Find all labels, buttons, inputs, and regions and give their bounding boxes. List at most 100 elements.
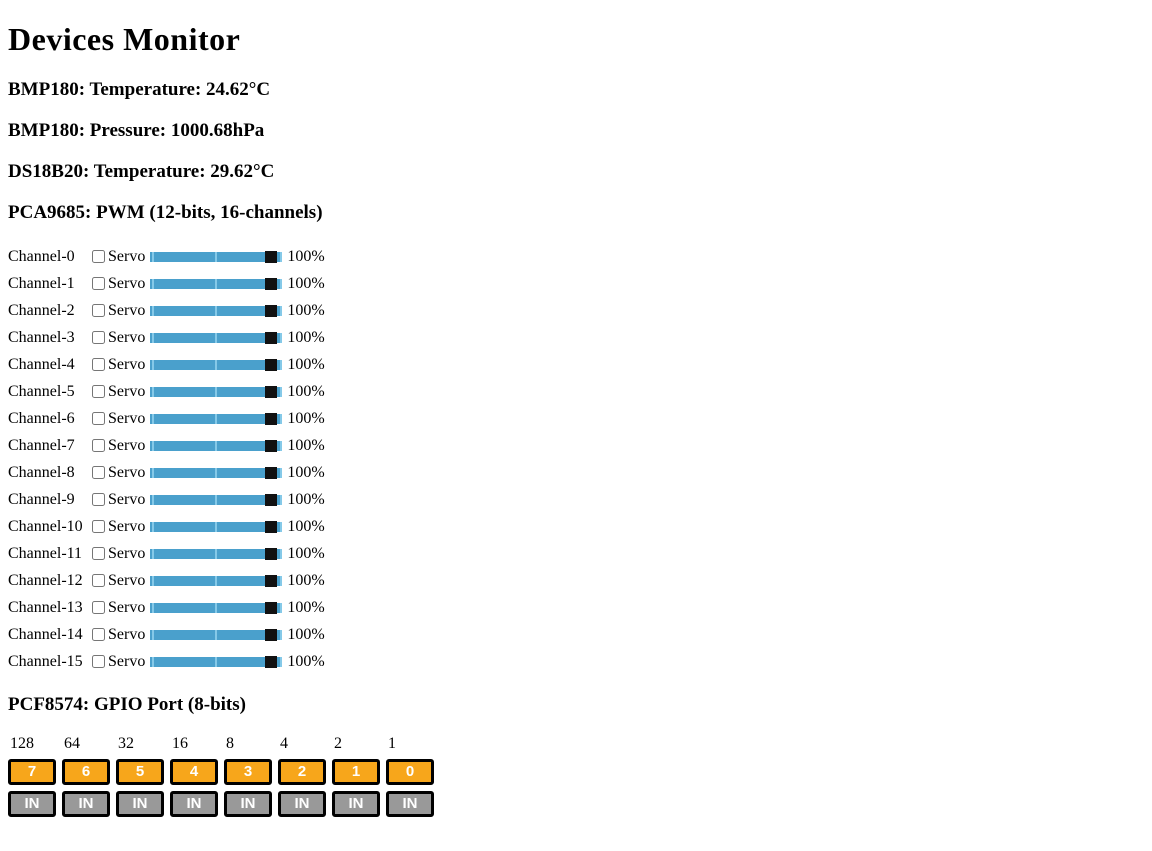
- pwm-slider-12[interactable]: [150, 574, 283, 587]
- gpio-mode-button-0[interactable]: IN: [386, 791, 434, 817]
- slider-tick-start: [152, 629, 155, 640]
- gpio-mode-button-2[interactable]: IN: [278, 791, 326, 817]
- gpio-pin-button-0[interactable]: 0: [386, 759, 434, 785]
- servo-checkbox-9[interactable]: [92, 493, 105, 506]
- pwm-slider-3[interactable]: [150, 331, 283, 344]
- pwm-slider-2[interactable]: [150, 304, 283, 317]
- gpio-mode-button-6[interactable]: IN: [62, 791, 110, 817]
- slider-thumb[interactable]: [265, 547, 278, 560]
- gpio-mode-button-7[interactable]: IN: [8, 791, 56, 817]
- slider-tick-end: [280, 575, 283, 586]
- slider-thumb[interactable]: [265, 385, 278, 398]
- slider-tick-mid: [215, 359, 218, 370]
- slider-tick-end: [280, 548, 283, 559]
- servo-checkbox-13[interactable]: [92, 601, 105, 614]
- bit-weight-2: 2: [334, 735, 342, 752]
- servo-label: Servo: [108, 463, 146, 481]
- slider-thumb[interactable]: [265, 601, 278, 614]
- servo-label: Servo: [108, 301, 146, 319]
- servo-checkbox-12[interactable]: [92, 574, 105, 587]
- gpio-mode-button-3[interactable]: IN: [224, 791, 272, 817]
- slider-thumb[interactable]: [265, 304, 278, 317]
- servo-checkbox-3[interactable]: [92, 331, 105, 344]
- pwm-row-5: Channel-5 Servo 100%: [8, 378, 1144, 405]
- bit-weight-32: 32: [118, 735, 134, 752]
- slider-thumb[interactable]: [265, 466, 278, 479]
- channel-label: Channel-9: [8, 490, 75, 508]
- servo-checkbox-10[interactable]: [92, 520, 105, 533]
- servo-checkbox-6[interactable]: [92, 412, 105, 425]
- servo-checkbox-15[interactable]: [92, 655, 105, 668]
- slider-thumb[interactable]: [265, 277, 278, 290]
- servo-checkbox-4[interactable]: [92, 358, 105, 371]
- servo-label: Servo: [108, 625, 146, 643]
- pwm-slider-9[interactable]: [150, 493, 283, 506]
- pwm-percent: 100%: [287, 544, 325, 562]
- channel-label: Channel-0: [8, 247, 75, 265]
- slider-thumb[interactable]: [265, 331, 278, 344]
- channel-label: Channel-1: [8, 274, 75, 292]
- pwm-slider-10[interactable]: [150, 520, 283, 533]
- pwm-slider-7[interactable]: [150, 439, 283, 452]
- channel-label: Channel-3: [8, 328, 75, 346]
- pwm-slider-8[interactable]: [150, 466, 283, 479]
- channel-label: Channel-5: [8, 382, 75, 400]
- slider-tick-mid: [215, 521, 218, 532]
- slider-tick-mid: [215, 548, 218, 559]
- gpio-pin-button-1[interactable]: 1: [332, 759, 380, 785]
- servo-checkbox-1[interactable]: [92, 277, 105, 290]
- slider-tick-start: [152, 278, 155, 289]
- slider-thumb[interactable]: [265, 358, 278, 371]
- gpio-mode-button-4[interactable]: IN: [170, 791, 218, 817]
- gpio-pin-button-5[interactable]: 5: [116, 759, 164, 785]
- slider-thumb[interactable]: [265, 250, 278, 263]
- channel-label: Channel-7: [8, 436, 75, 454]
- slider-tick-end: [280, 494, 283, 505]
- channel-label: Channel-4: [8, 355, 75, 373]
- pwm-slider-6[interactable]: [150, 412, 283, 425]
- slider-tick-mid: [215, 629, 218, 640]
- pwm-slider-15[interactable]: [150, 655, 283, 668]
- channel-label: Channel-15: [8, 652, 83, 670]
- servo-checkbox-11[interactable]: [92, 547, 105, 560]
- slider-thumb[interactable]: [265, 493, 278, 506]
- gpio-pin-button-6[interactable]: 6: [62, 759, 110, 785]
- servo-checkbox-2[interactable]: [92, 304, 105, 317]
- pwm-row-13: Channel-13 Servo 100%: [8, 594, 1144, 621]
- slider-tick-mid: [215, 494, 218, 505]
- gpio-pin-button-2[interactable]: 2: [278, 759, 326, 785]
- servo-checkbox-8[interactable]: [92, 466, 105, 479]
- slider-thumb[interactable]: [265, 439, 278, 452]
- slider-thumb[interactable]: [265, 574, 278, 587]
- servo-checkbox-5[interactable]: [92, 385, 105, 398]
- slider-thumb[interactable]: [265, 628, 278, 641]
- channel-label: Channel-11: [8, 544, 83, 562]
- gpio-pin-button-3[interactable]: 3: [224, 759, 272, 785]
- gpio-mode-button-5[interactable]: IN: [116, 791, 164, 817]
- slider-tick-end: [280, 629, 283, 640]
- slider-thumb[interactable]: [265, 520, 278, 533]
- slider-thumb[interactable]: [265, 412, 278, 425]
- pwm-slider-5[interactable]: [150, 385, 283, 398]
- pwm-row-9: Channel-9 Servo 100%: [8, 486, 1144, 513]
- pwm-slider-4[interactable]: [150, 358, 283, 371]
- slider-thumb[interactable]: [265, 655, 278, 668]
- servo-label: Servo: [108, 598, 146, 616]
- pwm-slider-13[interactable]: [150, 601, 283, 614]
- servo-checkbox-7[interactable]: [92, 439, 105, 452]
- gpio-mode-button-1[interactable]: IN: [332, 791, 380, 817]
- servo-label: Servo: [108, 517, 146, 535]
- pwm-slider-11[interactable]: [150, 547, 283, 560]
- servo-checkbox-14[interactable]: [92, 628, 105, 641]
- slider-tick-end: [280, 386, 283, 397]
- pwm-slider-14[interactable]: [150, 628, 283, 641]
- slider-tick-mid: [215, 305, 218, 316]
- pwm-slider-0[interactable]: [150, 250, 283, 263]
- gpio-bit-weights-row: 128 64 32 16 8 4 2 1: [8, 735, 1144, 753]
- servo-checkbox-0[interactable]: [92, 250, 105, 263]
- pwm-slider-1[interactable]: [150, 277, 283, 290]
- gpio-pin-button-7[interactable]: 7: [8, 759, 56, 785]
- pwm-percent: 100%: [287, 571, 325, 589]
- gpio-section-heading: PCF8574: GPIO Port (8-bits): [8, 694, 246, 715]
- gpio-pin-button-4[interactable]: 4: [170, 759, 218, 785]
